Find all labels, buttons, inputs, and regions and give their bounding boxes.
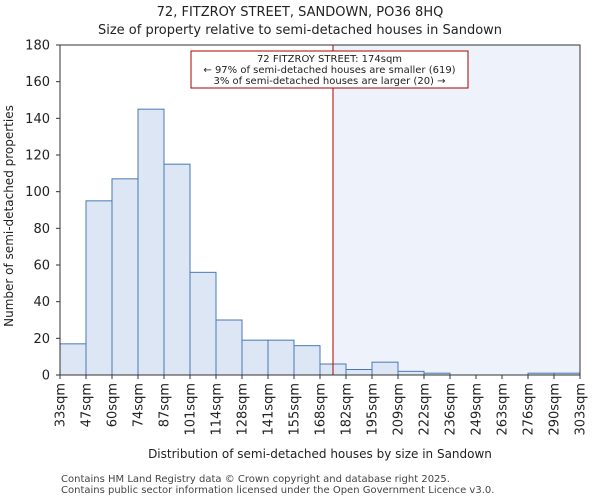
x-tick-label: 155sqm (288, 383, 303, 436)
annotation-box (190, 50, 469, 89)
x-tick-label: 168sqm (314, 383, 329, 436)
histogram-bar (267, 339, 295, 376)
y-tick-label: 120 (25, 149, 50, 164)
x-tick-label: 303sqm (574, 383, 589, 436)
x-tick-label: 209sqm (392, 383, 407, 436)
y-tick-label: 140 (25, 112, 50, 127)
x-tick-label: 249sqm (470, 383, 485, 436)
x-tick-label: 87sqm (158, 383, 173, 427)
y-tick-label: 160 (25, 75, 50, 90)
histogram-bar (59, 343, 87, 376)
histogram-bar (85, 200, 113, 376)
x-tick-label: 141sqm (262, 383, 277, 436)
x-tick-label: 101sqm (184, 383, 199, 436)
larger-properties-region (333, 45, 580, 375)
y-tick-label: 180 (25, 39, 50, 54)
x-tick-label: 182sqm (340, 383, 355, 436)
x-tick-label: 114sqm (210, 383, 225, 436)
histogram-bar (163, 163, 191, 376)
annotation-line: 72 FITZROY STREET: 174sqm (257, 54, 402, 65)
footer-licence: Contains public sector information licen… (61, 485, 495, 496)
x-tick-label: 236sqm (444, 383, 459, 436)
x-tick-label: 60sqm (106, 383, 121, 427)
x-axis-label: Distribution of semi-detached houses by … (148, 447, 492, 461)
y-axis-label: Number of semi-detached properties (2, 105, 16, 327)
x-tick-label: 74sqm (132, 383, 147, 427)
histogram-bar (111, 178, 139, 376)
x-tick-label: 128sqm (236, 383, 251, 436)
y-tick-label: 40 (33, 295, 50, 310)
x-tick-label: 195sqm (366, 383, 381, 436)
x-tick-label: 33sqm (54, 383, 69, 427)
x-tick-label: 276sqm (522, 383, 537, 436)
histogram-bar (215, 319, 243, 376)
chart-subtitle: Size of property relative to semi-detach… (97, 23, 503, 38)
x-tick-label: 263sqm (496, 383, 511, 436)
y-tick-label: 20 (33, 332, 50, 347)
x-tick-label: 47sqm (80, 383, 95, 427)
annotation-line: ← 97% of semi-detached houses are smalle… (203, 65, 455, 76)
footer-copyright: Contains HM Land Registry data © Crown c… (61, 474, 450, 485)
histogram-bar (293, 345, 321, 376)
x-tick-label: 290sqm (548, 383, 563, 436)
histogram-bar (371, 361, 399, 376)
y-tick-label: 60 (33, 259, 50, 274)
y-tick-label: 80 (33, 222, 50, 237)
histogram-bar (345, 369, 373, 376)
y-tick-label: 0 (42, 369, 50, 384)
histogram-bar (137, 108, 165, 376)
histogram-bar (189, 271, 217, 376)
histogram-bar (397, 370, 425, 376)
histogram-bar (241, 339, 269, 376)
y-tick-label: 100 (25, 185, 50, 200)
annotation-line: 3% of semi-detached houses are larger (2… (213, 76, 445, 87)
x-tick-label: 222sqm (418, 383, 433, 436)
chart-title: 72, FITZROY STREET, SANDOWN, PO36 8HQ (156, 5, 444, 20)
